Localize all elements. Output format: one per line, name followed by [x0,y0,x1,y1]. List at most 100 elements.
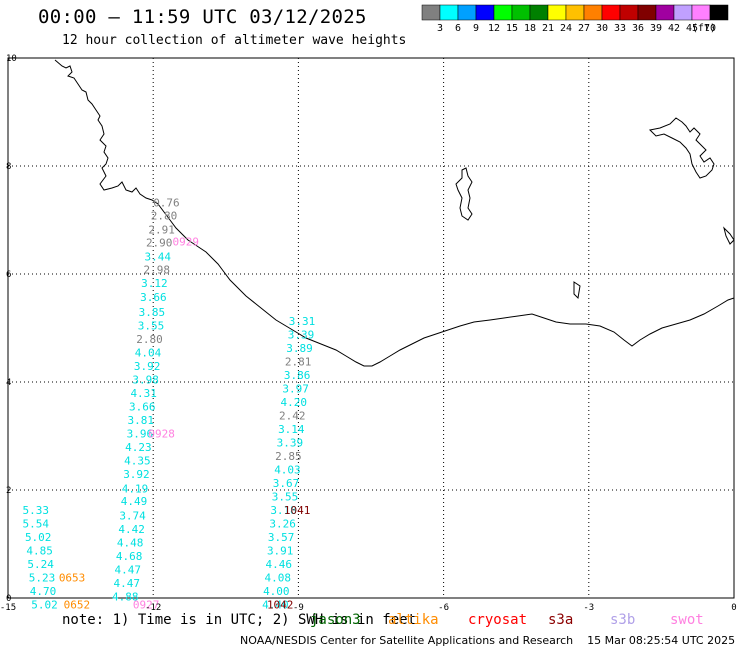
colorbar-swatch [421,4,441,21]
wave-height-label: 3.57 [268,531,295,544]
wave-height-label: 3.14 [278,423,305,436]
colorbar-label: 3 [437,23,443,34]
colorbar-label: 45 [686,23,698,34]
wave-height-label: 4.42 [118,523,144,536]
colorbar-swatch [475,4,495,21]
wave-height-label: 1042 [267,598,294,611]
wave-height-label: 4.88 [112,590,139,603]
colorbar-swatch [565,4,585,21]
colorbar-label: 12 [488,23,500,34]
wave-height-label: 3.67 [273,477,300,490]
colorbar-label: 30 [596,23,608,34]
wave-height-label: 3.66 [140,291,167,304]
wave-height-label: 1041 [284,504,311,517]
wave-height-label: 2.81 [285,355,312,368]
colorbar-label: 18 [524,23,536,34]
x-tick-label: 0 [731,603,736,613]
wave-height-label: 4.70 [30,585,56,598]
wave-height-label: 3.89 [286,342,313,355]
wave-height-label: 4.00 [263,585,290,598]
colorbar-label: 15 [506,23,518,34]
wave-height-label: 2.42 [279,409,306,422]
wave-height-label: 4.03 [274,463,301,476]
wave-height-label: 3.97 [282,382,309,395]
wave-height-label: 4.08 [265,571,292,584]
y-tick-label: 6 [6,270,11,280]
wave-height-label: 3.91 [267,544,294,557]
wave-height-label: 5.54 [23,517,50,530]
satellite-jason3: jason3 [310,612,361,628]
y-tick-label: 2 [6,486,11,496]
wave-height-label: 5.24 [27,558,54,571]
color-legend: 3 6 9 12 15 18 21 24 27 30 33 36 39 42 45 70(ft) [421,4,729,34]
wave-height-label: 3.39 [277,436,304,449]
wave-height-label: 4.85 [26,544,52,557]
colorbar-label: 42 [668,23,680,34]
colorbar-label: 39 [650,23,662,34]
page-title: 00:00 – 11:59 UTC 03/12/2025 [38,6,367,28]
wave-height-label: 5.02 [31,598,58,611]
colorbar-swatch [673,4,693,21]
grid-lines [7,57,735,599]
wave-height-label: 0652 [64,598,91,611]
colorbar-swatch [709,4,729,21]
coastline [54,59,735,367]
wave-height-label: 3.18 [270,504,297,517]
wave-height-label: 2.98 [144,264,171,277]
colorbar-swatch [655,4,675,21]
colorbar-swatch [691,4,711,21]
colorbar-swatch [511,4,531,21]
wave-height-label: 5.33 [23,504,50,517]
colorbar-swatch [619,4,639,21]
satellite-swot: swot [670,612,704,628]
wave-height-label: 4.47 [114,563,141,576]
colorbar-swatch [583,4,603,21]
wave-height-label: 0928 [148,427,175,440]
wave-height-label: 4.49 [121,495,148,508]
wave-height-label: 3.98 [132,373,159,386]
wave-height-label: 0927 [133,598,160,611]
wave-height-label: 4.35 [124,454,151,467]
wave-height-label: 3.86 [284,369,311,382]
wave-height-label: 2.85 [275,450,302,463]
wave-height-label: 2.91 [148,224,175,237]
wave-height-label: 4.19 [122,482,148,495]
timestamp: 15 Mar 08:25:54 UTC 2025 [587,634,736,647]
wave-height-label: 3.96 [127,427,154,440]
wave-height-label: 2.80 [151,210,178,223]
wave-height-label: 3.74 [119,509,146,522]
colorbar-swatch [439,4,459,21]
x-tick-label: -6 [438,603,449,613]
plot-frame [7,57,735,599]
colorbar-swatch [637,4,657,21]
wave-height-label: 4.31 [130,387,157,400]
wave-height-label: 4.68 [116,550,143,563]
satellite-cryosat: cryosat [468,612,528,628]
colorbar-swatch [529,4,549,21]
wave-height-label: 4.46 [265,558,292,571]
colorbar-swatch [547,4,567,21]
wave-height-label: 3.44 [144,251,171,264]
credit-line: NOAA/NESDIS Center for Satellite Applica… [240,634,735,647]
wave-height-label: 3.31 [289,315,316,328]
page-subtitle: 12 hour collection of altimeter wave hei… [62,33,407,48]
wave-height-label: 3.81 [128,414,155,427]
wave-height-label: 0.76 [153,197,180,210]
satellite-altika: altika [388,612,439,628]
satellite-s3a: s3a [548,612,574,628]
credit-text: NOAA/NESDIS Center for Satellite Applica… [240,634,574,647]
colorbar-label: 70 [704,23,716,34]
colorbar-label: 9 [473,23,479,34]
wave-height-label: 3.66 [129,400,156,413]
wave-height-label: 3.92 [134,360,161,373]
satellite-s3b: s3b [610,612,636,628]
colorbar-label: 21 [542,23,554,34]
wave-height-label: 4.47 [114,577,140,590]
wave-height-label: 0653 [59,571,86,584]
wave-height-label: 4.40 [262,598,289,611]
wave-height-label: 5.23 [29,571,56,584]
y-tick-label: 0 [6,594,11,604]
wave-height-label: 2.90 [146,237,173,250]
colorbar-label: 27 [578,23,590,34]
